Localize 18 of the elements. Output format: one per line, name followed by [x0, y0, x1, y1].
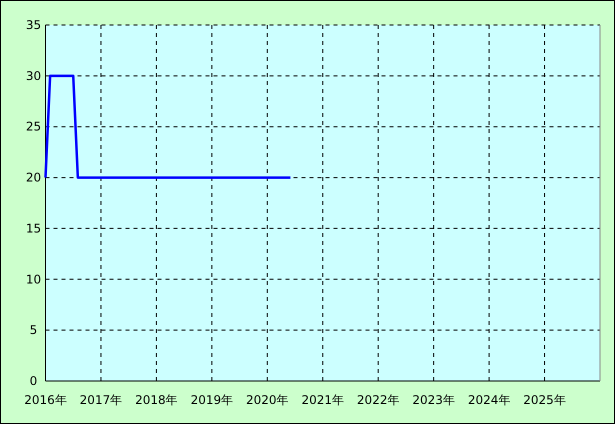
y-tick-label: 25 — [26, 120, 42, 134]
x-tick-label: 2023年 — [412, 393, 455, 407]
y-tick-label: 35 — [26, 18, 42, 32]
x-tick-label: 2022年 — [356, 393, 400, 407]
x-tick-label: 2025年 — [523, 393, 566, 407]
x-tick-label: 2021年 — [301, 393, 344, 407]
x-tick-label: 2020年 — [246, 393, 289, 407]
y-tick-label: 10 — [26, 272, 42, 286]
y-tick-label: 20 — [26, 170, 42, 185]
y-tick-label: 5 — [30, 323, 38, 338]
y-tick-label: 0 — [30, 374, 38, 388]
x-tick-label: 2024年 — [468, 393, 510, 407]
x-tick-label: 2018年 — [135, 393, 178, 407]
y-tick-label: 15 — [26, 221, 42, 236]
x-tick-label: 2017年 — [80, 393, 122, 407]
y-tick-label: 30 — [26, 68, 42, 83]
x-tick-label: 2019年 — [190, 393, 234, 407]
x-tick-label: 2016年 — [24, 393, 67, 407]
